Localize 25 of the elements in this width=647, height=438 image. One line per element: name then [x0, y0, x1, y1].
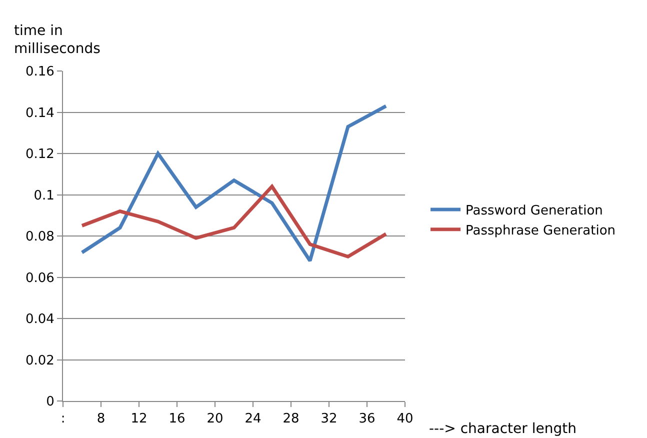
x-tick-label: 24 — [244, 412, 262, 427]
y-axis-title: time in milliseconds — [14, 23, 100, 58]
x-tick-label: 16 — [168, 412, 186, 427]
x-tick-label: 12 — [130, 412, 148, 427]
y-tick-label: 0.1 — [34, 188, 54, 204]
line-series — [80, 184, 388, 258]
x-tick-label: 20 — [206, 412, 224, 427]
y-tick-label: 0.06 — [25, 270, 54, 286]
x-tick-label: : — [60, 412, 66, 427]
line-series — [80, 104, 388, 262]
legend-label: Passphrase Generation — [466, 223, 616, 238]
y-tick-label: 0.12 — [25, 147, 54, 162]
y-tick-label: 0.04 — [25, 312, 54, 328]
y-tick-label: 0.14 — [25, 106, 54, 121]
y-tick-label: 0.02 — [25, 353, 54, 368]
y-tick-label: 0.08 — [25, 230, 54, 245]
legend-label: Password Generation — [466, 204, 603, 219]
x-tick-label: 32 — [320, 412, 338, 427]
x-axis-title: ---> character length — [429, 421, 576, 437]
y-tick-label: 0 — [46, 394, 54, 410]
x-tick-label: 40 — [396, 412, 414, 427]
x-tick-label: 36 — [358, 412, 376, 427]
x-tick-label: 28 — [282, 412, 300, 427]
x-tick-label: 8 — [96, 412, 106, 427]
y-tick-label: 0.16 — [25, 64, 54, 80]
